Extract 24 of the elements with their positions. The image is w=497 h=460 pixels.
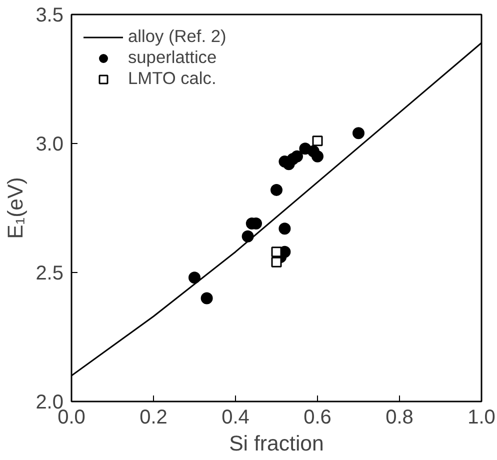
x-tick-label: 0.2 xyxy=(140,406,168,428)
point xyxy=(312,150,324,162)
point xyxy=(352,127,364,140)
legend-label: LMTO calc. xyxy=(128,68,216,89)
x-tick-label: 0.4 xyxy=(222,406,250,428)
point xyxy=(278,222,291,235)
y-tick-label: 3.5 xyxy=(36,4,64,26)
y-tick-label: 2.5 xyxy=(36,262,64,284)
point xyxy=(200,292,213,304)
point xyxy=(270,184,282,196)
point xyxy=(312,136,323,146)
point xyxy=(291,150,303,162)
legend-label: alloy (Ref. 2) xyxy=(128,26,226,47)
point xyxy=(271,256,282,268)
y-axis-title: E₁(eV) xyxy=(4,177,28,239)
point xyxy=(188,272,200,284)
point xyxy=(271,246,282,258)
x-tick-label: 0.6 xyxy=(304,406,332,428)
point xyxy=(242,230,254,242)
x-axis-title: Si fraction xyxy=(229,432,324,456)
x-tick-label: 1.0 xyxy=(468,406,496,428)
x-tick-label: 0.8 xyxy=(386,406,414,428)
y-tick-label: 3.0 xyxy=(36,134,64,156)
legend-label: superlattice xyxy=(128,47,217,68)
